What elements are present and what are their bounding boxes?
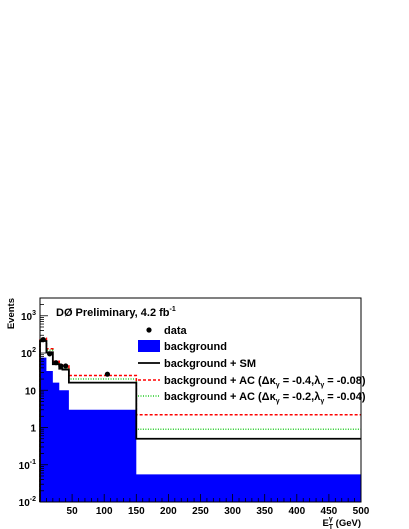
series-line [39,340,361,502]
x-tick-label: 150 [128,506,145,517]
legend-label: background + AC (Δκγ = -0.2,λγ = -0.04) [164,391,366,405]
data-point [53,360,59,366]
legend-label: data [164,325,188,337]
chart-title: DØ Preliminary, 4.2 fb-1 [56,306,176,319]
axes: 50 100 150 200 250 300 350 400 450 500 10-2 10-1 1 10… [6,297,370,529]
legend-label: background + SM [164,358,256,370]
legend: data background background + SM background … [138,325,366,405]
legend-marker-data [146,327,152,333]
x-tick-label: 50 [67,506,79,517]
y-tick-label: 1 [30,424,36,435]
data-point [40,336,46,343]
legend-label: background [164,341,227,353]
x-tick-label: 450 [321,506,338,517]
y-tick-label: 102 [21,347,36,360]
plot-area [39,298,361,502]
x-tick-label: 400 [288,506,305,517]
y-tick-label: 10-1 [19,459,36,472]
background-histogram [40,357,361,502]
x-tick-label: 100 [96,506,113,517]
data-point [63,363,69,369]
legend-marker-background [138,340,160,352]
y-tick-label: 10 [25,386,37,397]
x-tick-label: 350 [256,506,273,517]
x-tick-label: 250 [192,506,209,517]
y-tick-label: 10-2 [19,496,36,509]
data-point [58,363,64,369]
x-axis-label: Eγ T (GeV) [322,516,361,529]
data-point [47,351,53,357]
x-tick-label: 300 [224,506,241,517]
y-axis-label: Events [6,298,17,329]
x-tick-label: 200 [160,506,177,517]
legend-label: background + AC (Δκγ = -0.4,λγ = -0.08) [164,375,366,389]
y-tick-label: 103 [21,310,36,323]
chart-title-group: DØ Preliminary, 4.2 fb-1 [56,306,176,319]
x-tick-label: 500 [353,506,370,517]
data-point [104,371,111,377]
